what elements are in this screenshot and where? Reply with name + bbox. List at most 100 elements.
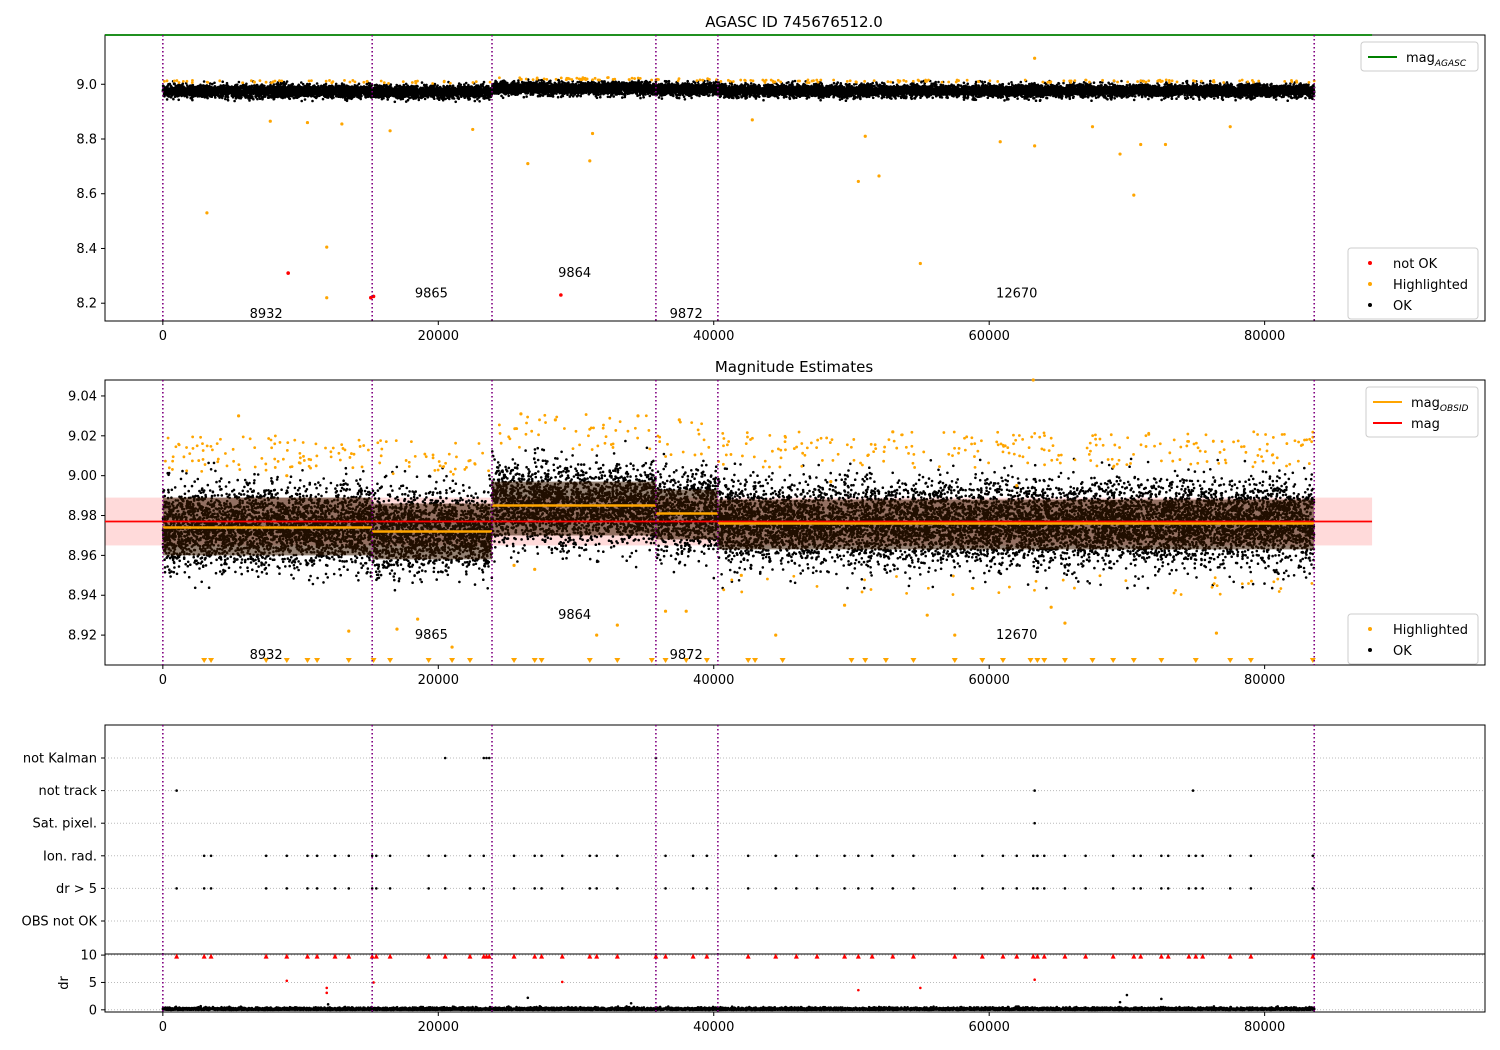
flag-point <box>1201 887 1204 890</box>
highlighted-point <box>1041 80 1045 84</box>
highlighted-point <box>926 586 930 590</box>
highlighted-point <box>450 645 454 649</box>
highlighted-point <box>779 456 783 460</box>
highlighted-point <box>1212 582 1216 586</box>
flag-point <box>540 887 543 890</box>
obsid-label: 12670 <box>996 287 1037 302</box>
highlighted-point <box>783 434 787 438</box>
flag-point <box>1228 854 1232 858</box>
highlighted-point <box>611 446 615 449</box>
highlighted-point <box>1307 81 1311 84</box>
highlighted-point <box>531 78 535 82</box>
not-ok-point <box>369 295 373 300</box>
x-tick-label: 40000 <box>693 673 734 688</box>
flag-point <box>1139 887 1142 890</box>
highlighted-point <box>996 80 1000 83</box>
highlighted-point <box>1163 142 1168 147</box>
y-tick-label: 8.98 <box>68 509 97 524</box>
highlighted-point <box>1144 445 1148 448</box>
highlighted-point <box>1094 443 1098 447</box>
highlighted-point <box>315 454 319 458</box>
highlighted-point <box>1159 80 1163 83</box>
highlighted-point <box>468 458 472 462</box>
flag-point <box>1160 887 1163 890</box>
highlighted-point <box>1305 438 1309 442</box>
highlighted-point <box>1240 78 1244 82</box>
flag-point <box>705 854 709 858</box>
highlighted-point <box>910 444 914 448</box>
highlighted-point <box>1147 431 1151 435</box>
y-tick-label: 8.94 <box>68 589 97 604</box>
flags-panel: not Kalman not track Sat. pixel. Ion. rad. d… <box>22 724 1486 955</box>
highlighted-point <box>190 459 194 463</box>
x-tick-label: 60000 <box>969 329 1010 344</box>
dr-clipped-marker <box>690 953 696 959</box>
highlighted-point <box>724 453 728 457</box>
highlighted-point <box>498 76 501 80</box>
highlighted-point <box>407 465 411 468</box>
flag-point <box>795 887 798 890</box>
highlighted-point <box>1178 458 1182 461</box>
highlighted-point <box>1017 434 1021 437</box>
flag-point <box>487 756 491 760</box>
highlighted-point <box>273 457 277 461</box>
highlighted-point <box>209 444 213 448</box>
highlighted-point <box>357 438 361 442</box>
highlighted-point <box>852 458 856 462</box>
highlighted-point <box>690 421 694 425</box>
highlighted-point <box>1051 444 1055 448</box>
highlighted-point <box>325 296 329 300</box>
highlighted-point <box>512 563 516 567</box>
highlighted-point <box>249 79 253 83</box>
highlighted-point <box>1271 436 1275 439</box>
highlighted-point <box>761 465 765 469</box>
highlighted-point <box>575 76 579 80</box>
out-of-range-marker <box>752 658 759 663</box>
flag-point <box>981 854 984 858</box>
highlighted-point <box>248 437 252 441</box>
highlighted-point <box>701 78 705 82</box>
highlighted-point <box>1174 588 1177 592</box>
flag-point <box>1015 887 1019 890</box>
highlighted-point <box>543 413 547 417</box>
highlighted-point <box>310 79 313 83</box>
highlighted-point <box>268 119 272 123</box>
highlighted-point <box>636 76 640 80</box>
highlighted-point <box>615 623 619 627</box>
legend-dot-swatch <box>1368 303 1372 307</box>
highlighted-point <box>663 609 668 613</box>
highlighted-point <box>474 80 478 83</box>
highlighted-point <box>542 77 546 81</box>
highlighted-point <box>1192 442 1196 446</box>
highlighted-point <box>181 79 185 83</box>
dr-point <box>526 996 530 1000</box>
highlighted-point <box>1179 445 1183 449</box>
flag-point <box>1063 854 1067 858</box>
highlighted-point <box>201 457 205 461</box>
highlighted-point <box>638 76 642 80</box>
highlighted-point <box>1118 152 1122 156</box>
dr-clipped-marker <box>1041 953 1047 959</box>
y-tick-label: 5 <box>89 976 97 991</box>
estimates-panel-title: Magnitude Estimates <box>715 358 873 376</box>
highlighted-point <box>730 578 734 582</box>
highlighted-point <box>1279 587 1283 590</box>
highlighted-point <box>401 80 405 84</box>
highlighted-point <box>845 443 849 447</box>
highlighted-point <box>1310 582 1314 585</box>
dr-clipped-marker <box>890 953 896 959</box>
highlighted-point <box>216 460 220 464</box>
highlighted-point <box>819 436 823 440</box>
dr-clipped-marker <box>1062 953 1068 959</box>
highlighted-point <box>1260 455 1263 459</box>
out-of-range-marker <box>1227 658 1234 663</box>
highlighted-point <box>559 76 563 80</box>
highlighted-point <box>772 80 775 84</box>
highlighted-point <box>1001 450 1005 454</box>
y-tick-label: 9.02 <box>68 429 97 444</box>
highlighted-point <box>1062 79 1066 83</box>
highlighted-point <box>219 437 222 441</box>
out-of-range-marker <box>614 658 621 663</box>
highlighted-point <box>1048 81 1052 84</box>
highlighted-point <box>1310 440 1314 444</box>
